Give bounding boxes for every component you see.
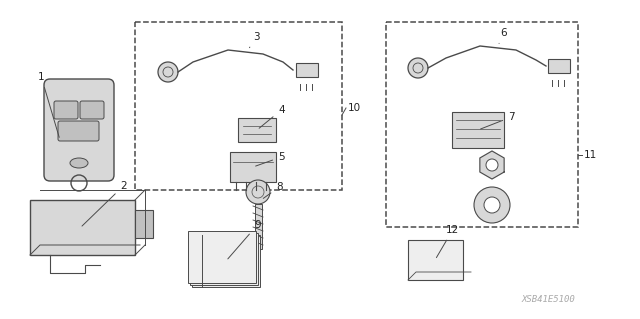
Bar (548, 59, 570, 73)
Circle shape (408, 58, 428, 78)
Text: 4: 4 (259, 105, 285, 128)
Bar (135, 22, 342, 190)
Text: 2: 2 (82, 181, 127, 226)
FancyBboxPatch shape (44, 79, 114, 181)
Text: 6: 6 (499, 28, 507, 43)
Text: 8: 8 (263, 182, 283, 198)
Bar (255, 204, 262, 249)
Circle shape (474, 187, 510, 223)
Bar (192, 235, 260, 287)
Bar (238, 118, 276, 142)
Text: 10: 10 (348, 103, 361, 113)
Polygon shape (480, 151, 504, 179)
FancyBboxPatch shape (80, 101, 104, 119)
Bar (230, 152, 276, 182)
Text: 5: 5 (255, 152, 285, 166)
Text: 12: 12 (436, 225, 460, 258)
Bar (296, 63, 318, 77)
Circle shape (486, 159, 498, 171)
Bar (408, 240, 463, 280)
FancyBboxPatch shape (54, 101, 78, 119)
Bar (135, 210, 153, 238)
Ellipse shape (70, 158, 88, 168)
Bar (190, 233, 258, 285)
Circle shape (484, 197, 500, 213)
Bar (188, 231, 256, 283)
Bar (30, 200, 135, 255)
Circle shape (246, 180, 270, 204)
FancyBboxPatch shape (58, 121, 99, 141)
Text: XSB41E5100: XSB41E5100 (521, 295, 575, 305)
Bar (386, 22, 578, 227)
Text: 11: 11 (584, 150, 597, 160)
Text: 7: 7 (481, 112, 515, 129)
Text: 9: 9 (228, 220, 260, 259)
Circle shape (158, 62, 178, 82)
Bar (452, 112, 504, 148)
Text: 3: 3 (250, 32, 260, 48)
Text: 1: 1 (38, 72, 60, 137)
